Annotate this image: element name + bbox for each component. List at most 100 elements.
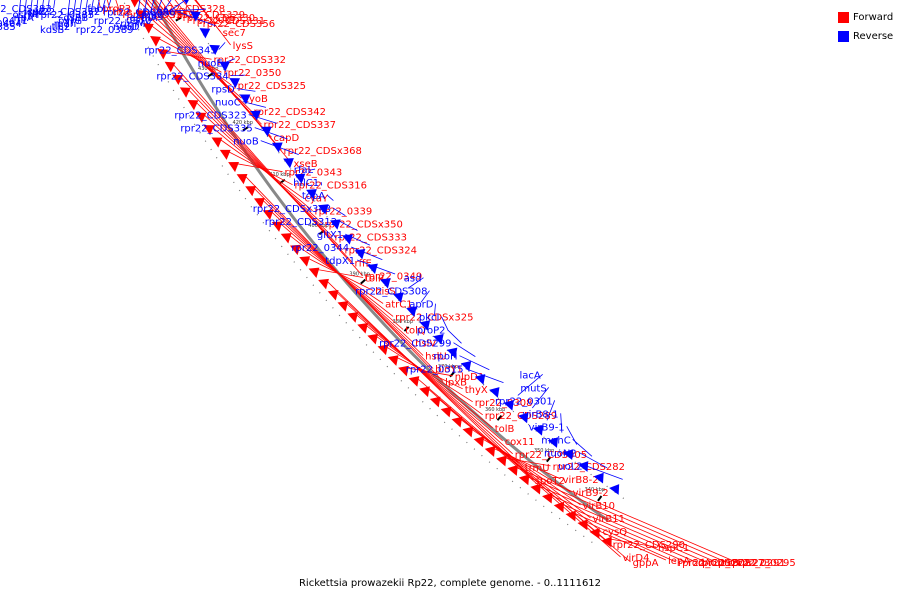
gene-label: nuoC — [215, 98, 241, 109]
gene-leader — [165, 0, 187, 15]
reverse-gene — [393, 292, 404, 303]
gene-label: sec7 — [223, 28, 246, 39]
forward-gene — [377, 344, 389, 356]
gene-leader — [345, 302, 513, 455]
gene-label: rpr22_0344 — [291, 243, 349, 254]
gene-leader — [375, 335, 483, 416]
reverse-gene — [446, 347, 458, 359]
forward-gene — [565, 510, 576, 522]
reverse-gene — [532, 424, 544, 436]
gene-leader — [203, 114, 323, 224]
reverse-gene — [271, 142, 283, 153]
gene-leader — [332, 207, 346, 216]
forward-gene — [530, 483, 541, 495]
forward-gene — [157, 48, 169, 60]
gene-label: uoL2 — [558, 461, 582, 472]
gene-leader — [180, 76, 353, 263]
forward-gene — [337, 301, 349, 312]
gene-leader — [447, 329, 462, 344]
gene-label: rpr22_CDS273 — [698, 558, 770, 569]
scale-tick — [449, 371, 455, 378]
forward-gene — [507, 465, 518, 476]
gene-label: rpoH — [433, 352, 457, 363]
reverse-gene — [562, 449, 574, 460]
scale-tick-label: 390 kbp — [349, 272, 369, 278]
gene-label: asd — [404, 274, 422, 285]
gene-label: ispZ — [25, 7, 46, 18]
gene-label: cysQ — [603, 527, 628, 538]
reverse-gene — [306, 189, 317, 200]
gene-label: thyX — [465, 385, 488, 396]
gene-label: hslV — [415, 338, 436, 349]
gene-label: cyaY — [305, 194, 330, 205]
gene-label: rpr22_CDS312 — [265, 217, 337, 228]
forward-gene — [130, 0, 139, 8]
gene-leader — [573, 512, 687, 563]
gene-leader — [532, 387, 550, 409]
forward-gene — [236, 174, 248, 185]
gene-label: rpr22_CDS383 — [0, 4, 52, 15]
gene-label: rpr22_0339 — [315, 207, 373, 218]
gene-label: rpr22_CDS328 — [153, 4, 225, 15]
gene-leader — [416, 377, 631, 563]
gene-label: nuoE — [198, 59, 223, 70]
gene-label: virD4 — [623, 553, 650, 564]
reverse-gene — [609, 484, 620, 495]
gene-leader — [244, 175, 444, 382]
reverse-gene — [460, 360, 472, 372]
gene-label: osmY — [13, 10, 41, 21]
reverse-gene — [518, 412, 529, 424]
forward-gene — [195, 112, 207, 123]
reverse-gene — [219, 61, 230, 72]
gene-label: mdh — [54, 19, 76, 30]
gene-label: xerD — [163, 7, 187, 18]
gene-label: lpxB — [445, 377, 467, 388]
scale-tick-label: 340 kbp — [585, 487, 605, 493]
gene-label: proP3 — [102, 4, 131, 15]
gene-label: nuoD — [113, 22, 140, 33]
gene-leader — [326, 280, 533, 481]
scale-tick-label: 380 kbp — [393, 319, 413, 325]
gene-label: rpr22_0308 — [475, 398, 533, 409]
forward-gene — [542, 492, 553, 504]
forward-swatch — [838, 12, 849, 23]
reverse-gene — [503, 399, 514, 411]
gene-label: rodA — [688, 558, 711, 569]
forward-gene — [262, 209, 274, 221]
forward-gene — [553, 501, 565, 513]
gene-leader — [336, 291, 523, 468]
gene-leader — [218, 42, 226, 50]
gene-label: virB10 — [583, 501, 615, 512]
gene-leader — [406, 367, 453, 377]
gene-label: nuoN2 — [544, 448, 577, 459]
gene-label: rpr22_0404 — [0, 19, 22, 30]
gene-leader — [441, 316, 449, 330]
forward-gene — [271, 221, 283, 232]
scale-tick-label: 370 kbp — [438, 364, 458, 370]
forward-gene — [219, 149, 231, 160]
reverse-gene — [593, 472, 604, 484]
gene-leader — [338, 220, 358, 231]
forward-gene — [280, 233, 292, 244]
forward-gene — [408, 376, 420, 387]
forward-gene — [228, 161, 239, 173]
reverse-gene — [199, 28, 211, 39]
gene-leader — [434, 303, 436, 317]
gene-leader — [195, 0, 231, 46]
forward-gene — [150, 35, 161, 47]
gene-label: cutE — [213, 15, 235, 26]
gene-label: rpr22_CDSx325 — [395, 312, 473, 323]
gene-label: rpr22_CDS332 — [214, 55, 286, 66]
gene-leader — [230, 74, 246, 77]
scale-tick — [207, 72, 214, 78]
forward-gene — [357, 323, 369, 334]
gene-leader — [546, 400, 556, 421]
gene-label: proP2 — [417, 326, 446, 337]
gene-label: rpr22_CDS272 — [678, 558, 750, 569]
legend-reverse: Reverse — [838, 27, 893, 46]
forward-gene — [179, 87, 191, 98]
gene-label: rpr22_CDS325 — [234, 81, 306, 92]
gene-label: tme — [112, 7, 132, 18]
gene-label: fabI — [87, 4, 106, 15]
